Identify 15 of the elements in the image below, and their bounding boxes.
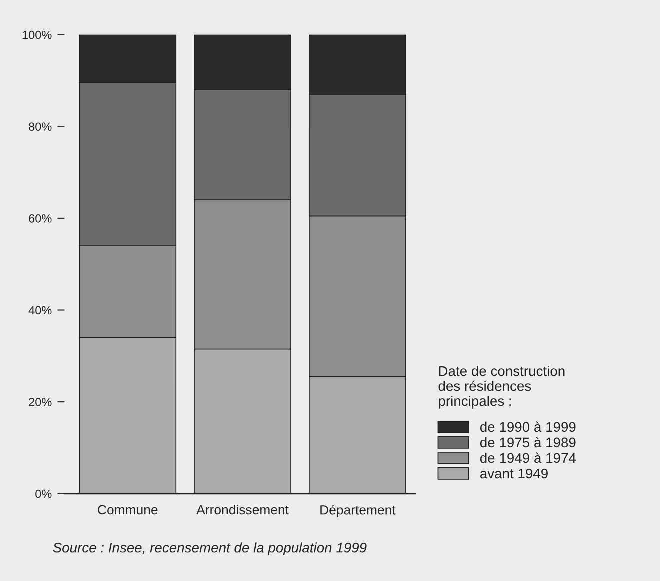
y-tick-label: 0%	[36, 490, 52, 498]
y-tick-label: 80%	[29, 122, 52, 132]
x-tick-label: Département	[320, 504, 396, 518]
x-tick-label: Arrondissement	[196, 504, 289, 515]
legend-label: de 1990 à 1999	[480, 422, 576, 432]
source-note: Source : Insee, recensement de la population 1999	[53, 542, 367, 556]
y-tick-label: 60%	[29, 214, 52, 223]
y-tick-label: 40%	[28, 306, 52, 315]
legend-label: de 1949 à 1974	[480, 452, 576, 464]
legend-label: de 1975 à 1989	[480, 437, 576, 448]
legend-label: avant 1949	[480, 468, 548, 479]
y-tick-label: 20%	[29, 398, 52, 406]
legend-title: Date de construction des résidences principales :	[438, 366, 565, 409]
x-tick-label: Commune	[98, 505, 158, 515]
y-tick-label: 100%	[22, 30, 52, 40]
